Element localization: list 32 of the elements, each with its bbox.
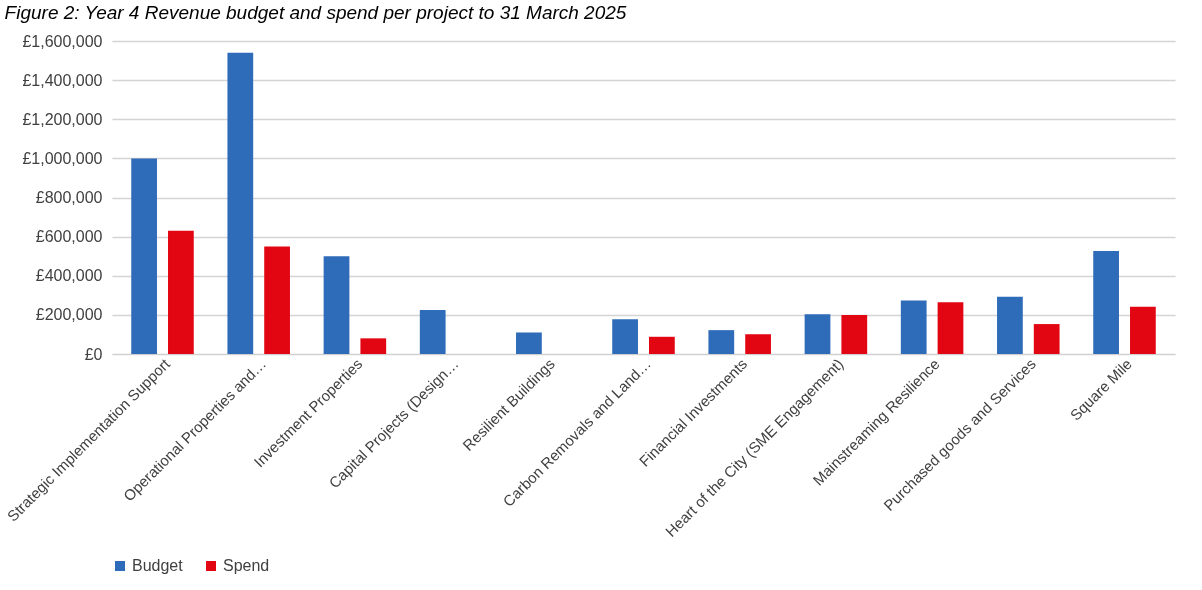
- bar: [419, 309, 446, 354]
- y-tick-label: £1,000,000: [22, 149, 103, 167]
- y-tick-label: £1,200,000: [22, 110, 103, 128]
- legend-label: Spend: [223, 557, 270, 574]
- bar: [612, 319, 638, 354]
- bar: [168, 230, 194, 354]
- bar: [745, 334, 771, 354]
- bar: [1130, 306, 1156, 354]
- bar: [804, 314, 831, 354]
- bar: [1093, 250, 1119, 354]
- y-tick-label: £1,600,000: [22, 32, 103, 50]
- bar: [1033, 324, 1060, 354]
- bar: [649, 336, 675, 354]
- bar: [227, 52, 254, 354]
- bar: [131, 158, 157, 354]
- y-tick-label: £600,000: [35, 228, 103, 246]
- y-tick-label: £0: [84, 345, 103, 363]
- bar: [937, 302, 964, 354]
- bar: [360, 338, 387, 354]
- bar: [264, 246, 290, 354]
- bar: [323, 256, 350, 354]
- bar: [997, 296, 1023, 354]
- bar: [900, 300, 927, 354]
- bar: [708, 330, 735, 354]
- y-tick-label: £800,000: [35, 189, 103, 206]
- legend-label: Budget: [132, 557, 184, 574]
- bar: [516, 332, 542, 354]
- y-tick-label: £200,000: [35, 306, 103, 324]
- y-tick-label: £1,400,000: [22, 71, 103, 89]
- bar: [841, 314, 868, 354]
- chart-title: Figure 2: Year 4 Revenue budget and spend per project to 31 March 2025: [4, 2, 627, 23]
- y-tick-label: £400,000: [35, 267, 103, 285]
